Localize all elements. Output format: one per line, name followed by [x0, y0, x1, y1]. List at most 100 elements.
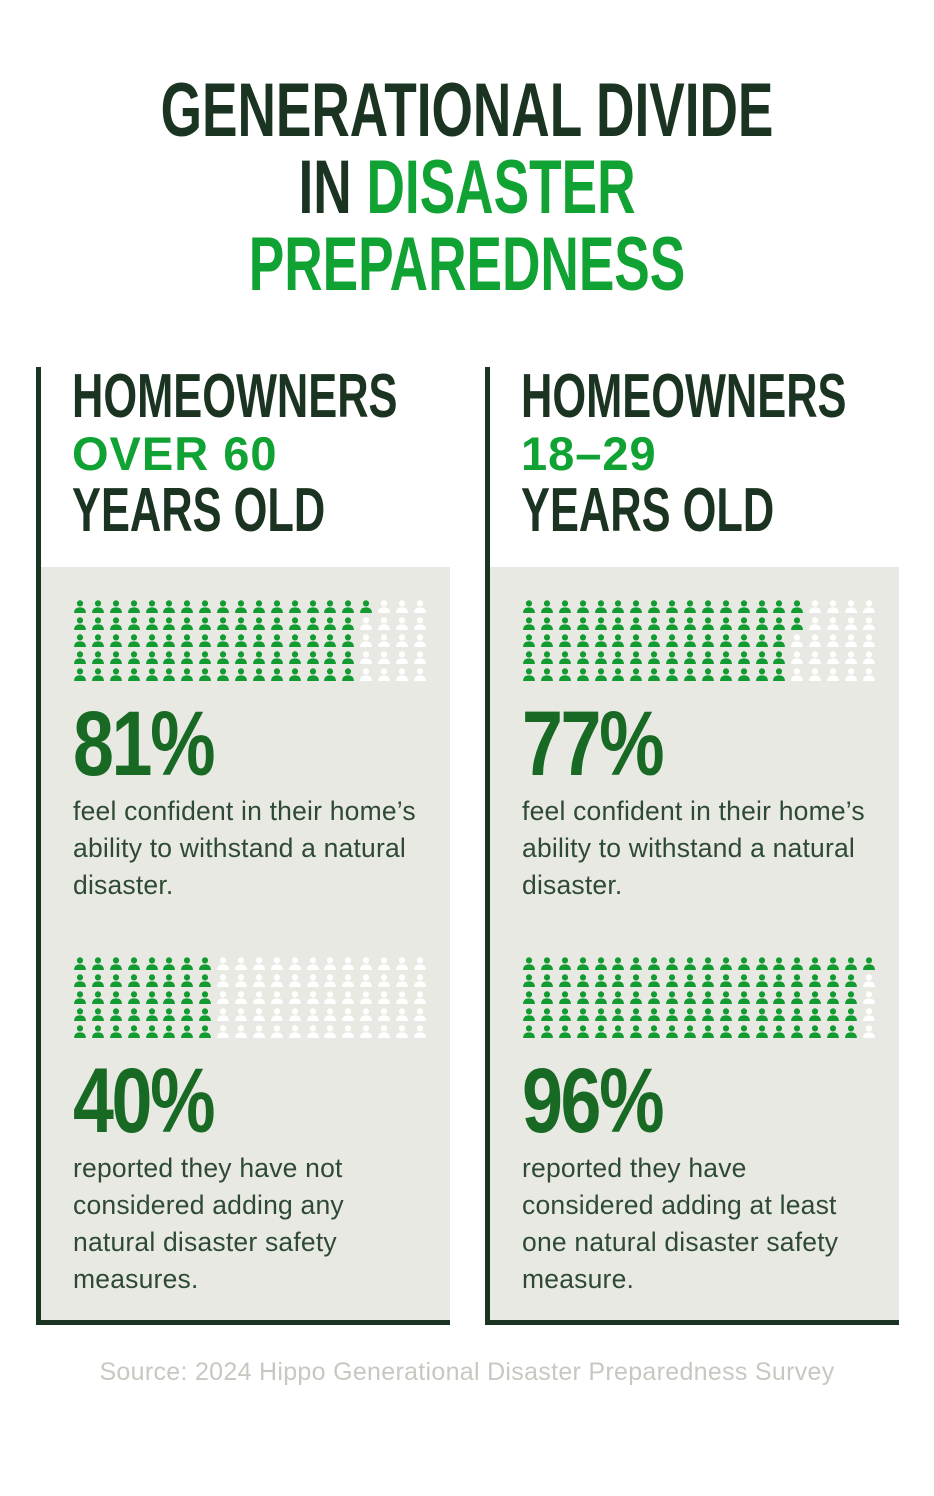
person-icon [288, 668, 302, 682]
person-icon [234, 617, 248, 631]
person-icon [737, 974, 751, 988]
person-icon [91, 634, 105, 648]
person-icon [844, 668, 858, 682]
person-icon [755, 600, 769, 614]
person-icon [826, 668, 840, 682]
person-icon [826, 600, 840, 614]
person-icon [413, 1025, 427, 1039]
person-icon [198, 617, 212, 631]
person-icon [862, 991, 876, 1005]
person-icon [522, 957, 536, 971]
person-icon [395, 974, 409, 988]
person-icon [844, 651, 858, 665]
person-icon [683, 617, 697, 631]
person-icon [413, 1008, 427, 1022]
person-icon [91, 668, 105, 682]
person-icon [826, 957, 840, 971]
person-icon [270, 1008, 284, 1022]
person-icon [844, 600, 858, 614]
person-icon [270, 1025, 284, 1039]
person-icon [162, 1025, 176, 1039]
person-icon [252, 617, 266, 631]
person-icon [180, 600, 194, 614]
person-icon [395, 1025, 409, 1039]
person-icon [665, 617, 679, 631]
person-icon [755, 991, 769, 1005]
person-icon [576, 668, 590, 682]
percent-row: 96% [522, 1055, 875, 1147]
person-icon [629, 668, 643, 682]
person-icon [180, 668, 194, 682]
person-icon [665, 1025, 679, 1039]
person-icon [808, 634, 822, 648]
person-icon [413, 974, 427, 988]
person-icon [377, 668, 391, 682]
person-icon [198, 651, 212, 665]
person-icon [558, 668, 572, 682]
person-icon [162, 957, 176, 971]
comparison-columns: HOMEOWNERS OVER 60 YEARS OLD 81% feel co… [36, 366, 899, 1325]
percent-row: 40% [73, 1055, 426, 1147]
person-icon [109, 617, 123, 631]
column-over-60: HOMEOWNERS OVER 60 YEARS OLD 81% feel co… [36, 366, 450, 1325]
person-icon [790, 634, 804, 648]
stat-description: reported they have not considered adding… [73, 1153, 344, 1294]
person-icon [145, 991, 159, 1005]
person-icon [594, 634, 608, 648]
person-icon [558, 991, 572, 1005]
person-icon [558, 651, 572, 665]
person-icon [216, 634, 230, 648]
person-icon [647, 1008, 661, 1022]
source-attribution: Source: 2024 Hippo Generational Disaster… [99, 1358, 835, 1386]
person-icon [198, 668, 212, 682]
person-icon [127, 957, 141, 971]
person-icon [594, 991, 608, 1005]
person-icon [270, 991, 284, 1005]
person-icon [359, 651, 373, 665]
person-icon [341, 600, 355, 614]
person-icon [790, 991, 804, 1005]
person-icon [737, 617, 751, 631]
person-icon [162, 668, 176, 682]
person-icon [323, 600, 337, 614]
person-icon [790, 957, 804, 971]
person-icon [772, 991, 786, 1005]
person-icon [755, 651, 769, 665]
person-icon [701, 600, 715, 614]
person-icon [216, 617, 230, 631]
percent-value: 77% [522, 693, 665, 795]
person-icon [73, 600, 87, 614]
person-icon [288, 991, 302, 1005]
person-icon [73, 1025, 87, 1039]
person-icon [109, 634, 123, 648]
person-icon [162, 634, 176, 648]
person-icon [306, 957, 320, 971]
infographic-page: GENERATIONAL DIVIDE IN DISASTER PREPARED… [0, 72, 934, 1496]
person-icon [755, 1008, 769, 1022]
person-icon [755, 617, 769, 631]
person-icon [306, 634, 320, 648]
person-icon [323, 991, 337, 1005]
person-icon [145, 668, 159, 682]
person-icon [395, 991, 409, 1005]
person-icon [306, 600, 320, 614]
person-icon [665, 634, 679, 648]
person-icon [127, 668, 141, 682]
person-icon [862, 974, 876, 988]
header-line-age-group: 18–29 [521, 427, 657, 480]
person-icon [198, 600, 212, 614]
person-icon [522, 617, 536, 631]
person-icon [737, 668, 751, 682]
person-icon [270, 957, 284, 971]
person-icon [413, 600, 427, 614]
person-icon [270, 651, 284, 665]
person-icon [611, 974, 625, 988]
person-icon [306, 617, 320, 631]
person-icon [323, 617, 337, 631]
person-icon [594, 1025, 608, 1039]
person-icon [91, 991, 105, 1005]
person-icon [127, 600, 141, 614]
person-icon [629, 617, 643, 631]
person-icon [558, 1008, 572, 1022]
person-icon [413, 617, 427, 631]
